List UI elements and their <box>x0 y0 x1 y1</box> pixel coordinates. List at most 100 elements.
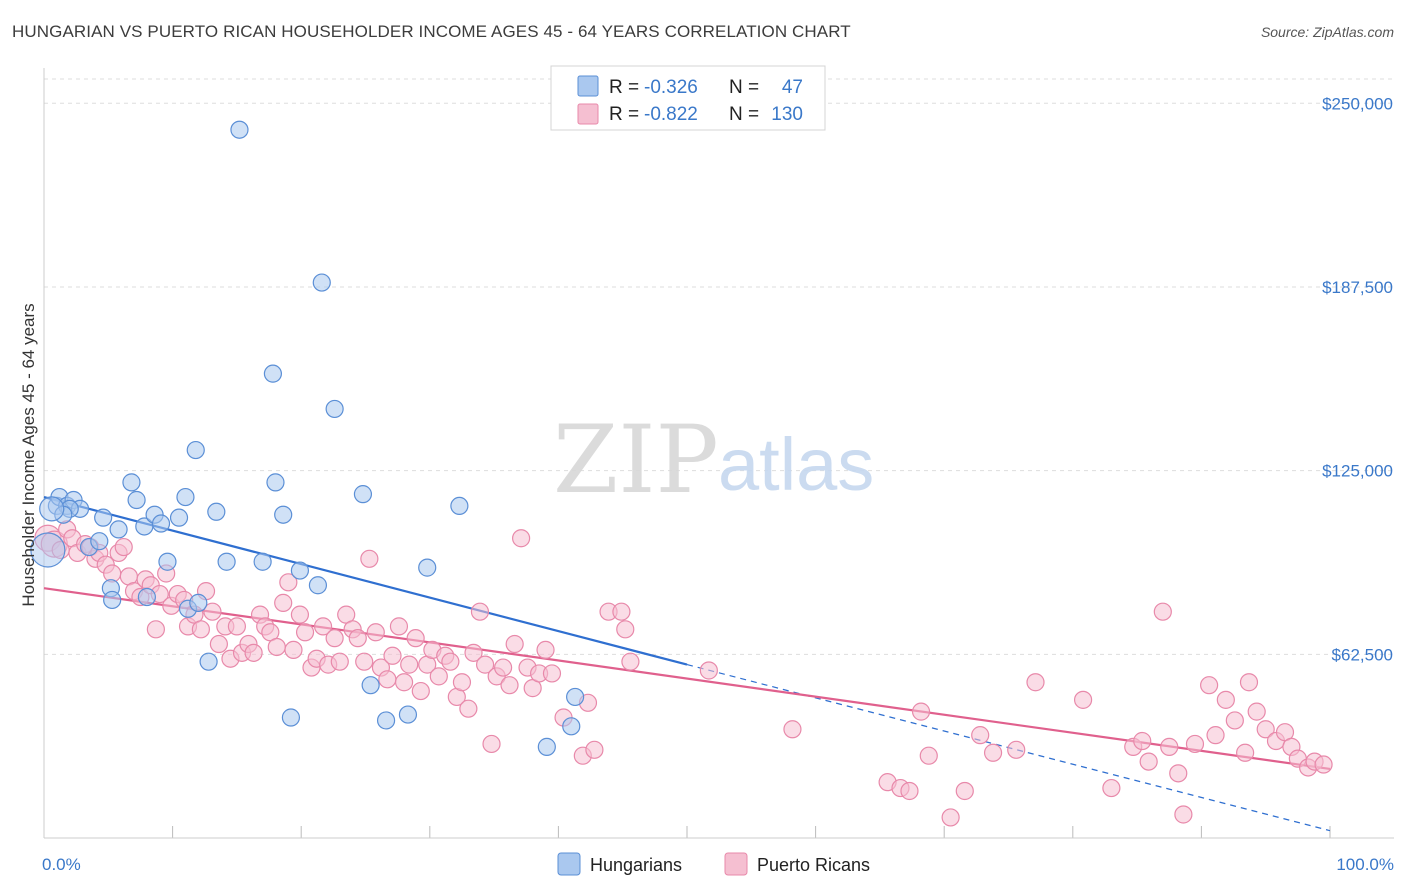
puerto-rican-point <box>191 620 210 639</box>
hungarian-point <box>176 487 195 507</box>
puerto-rican-point <box>971 726 990 745</box>
y-tick-label: $187,500 <box>1322 278 1393 297</box>
puerto-rican-point <box>1236 743 1255 762</box>
puerto-rican-point <box>295 623 315 642</box>
hungarian-point <box>151 514 171 533</box>
hungarian-point <box>361 676 380 695</box>
legend-r-label-1: R = <box>609 77 639 98</box>
hungarian-point <box>266 473 285 492</box>
bottom-legend-label-hungarians: Hungarians <box>590 855 682 875</box>
puerto-rican-point <box>1169 764 1188 783</box>
puerto-rican-point <box>536 640 555 660</box>
hungarian-point <box>450 496 469 516</box>
puerto-rican-point <box>1256 720 1275 739</box>
puerto-rican-point <box>429 667 448 686</box>
bottom-legend-swatch-hungarians <box>557 852 581 876</box>
puerto-rican-point <box>1247 702 1266 721</box>
puerto-rican-point <box>1153 602 1172 621</box>
hungarian-point <box>562 717 581 736</box>
puerto-rican-point <box>475 655 495 674</box>
hungarian-point <box>308 576 328 595</box>
puerto-rican-point <box>482 734 501 754</box>
puerto-rican-point <box>203 602 222 621</box>
legend-r-label-2: R = <box>609 104 639 125</box>
puerto-rican-point <box>1225 711 1244 730</box>
legend-swatch-hungarians <box>577 75 599 97</box>
puerto-rican-point <box>330 652 349 671</box>
puerto-rican-point <box>1206 726 1225 745</box>
puerto-rican-point <box>267 637 286 657</box>
puerto-rican-point <box>1239 673 1259 692</box>
puerto-rican-point <box>279 573 298 592</box>
y-tick-label: $250,000 <box>1322 94 1393 113</box>
puerto-rican-point <box>378 670 397 689</box>
watermark-atlas: atlas <box>718 423 874 506</box>
page-title: HUNGARIAN VS PUERTO RICAN HOUSEHOLDER IN… <box>12 22 851 41</box>
hungarian-point <box>90 532 109 551</box>
puerto-rican-point <box>505 634 524 654</box>
hungarian-point <box>537 737 556 756</box>
puerto-rican-point <box>348 629 367 648</box>
hungarian-point <box>230 120 249 139</box>
hungarian-point <box>158 552 177 571</box>
puerto-rican-point <box>919 746 938 765</box>
puerto-rican-point <box>389 617 409 636</box>
hungarian-point <box>186 440 205 460</box>
y-tick-label: $62,500 <box>1332 645 1393 664</box>
puerto-rican-point <box>452 673 472 692</box>
y-tick-label: $125,000 <box>1322 462 1393 481</box>
puerto-rican-point <box>313 617 333 636</box>
puerto-rican-point <box>114 537 133 557</box>
hungarian-point <box>290 561 310 580</box>
puerto-rican-point <box>366 623 385 642</box>
hungarian-point <box>253 552 272 571</box>
puerto-rican-point <box>470 602 490 621</box>
legend-r-value-1: -0.326 <box>644 77 698 98</box>
puerto-rican-point <box>1026 673 1045 692</box>
legend-n-value-2: 130 <box>771 104 803 125</box>
puerto-rican-point <box>585 740 604 759</box>
puerto-rican-point <box>1314 755 1333 774</box>
watermark-zip: ZIP <box>553 406 719 515</box>
puerto-rican-point <box>1139 752 1158 771</box>
puerto-rican-point <box>1174 805 1193 824</box>
hungarian-points <box>30 120 585 756</box>
hungarian-point <box>94 508 113 527</box>
hungarian-point <box>398 705 418 724</box>
hungarian-point <box>217 552 236 571</box>
hungarian-point <box>353 485 373 504</box>
puerto-rican-point <box>900 781 919 801</box>
puerto-rican-point <box>400 655 419 674</box>
puerto-rican-point <box>394 673 414 692</box>
bottom-legend: Hungarians Puerto Ricans <box>557 852 870 876</box>
puerto-rican-point <box>1133 731 1152 751</box>
top-legend: R = -0.326 N = 47 R = -0.822 N = 130 <box>550 65 826 131</box>
puerto-rican-point <box>1007 740 1026 759</box>
puerto-rican-point <box>699 661 718 680</box>
puerto-rican-point <box>244 643 263 662</box>
x-tick-label-end: 100.0% <box>1336 855 1394 874</box>
puerto-rican-point <box>500 676 519 695</box>
puerto-rican-point <box>494 658 513 677</box>
puerto-rican-point <box>612 602 631 621</box>
puerto-rican-point <box>1160 737 1179 756</box>
hungarian-point <box>189 593 208 612</box>
puerto-rican-point <box>406 629 425 648</box>
puerto-rican-point <box>1102 778 1121 798</box>
y-axis-label: Householder Income Ages 45 - 64 years <box>19 303 38 606</box>
puerto-rican-point <box>464 643 483 662</box>
hungarian-point <box>207 502 226 521</box>
hungarian-point <box>376 711 396 730</box>
legend-r-value-2: -0.822 <box>644 104 698 125</box>
puerto-rican-point <box>1200 676 1219 695</box>
puerto-rican-point <box>383 646 402 665</box>
hungarian-point <box>263 364 283 383</box>
puerto-rican-point <box>290 605 310 624</box>
watermark: ZIP atlas <box>553 406 874 515</box>
bottom-legend-label-puerto-ricans: Puerto Ricans <box>757 855 870 875</box>
puerto-rican-point <box>441 652 460 671</box>
bottom-legend-swatch-puerto-ricans <box>724 852 748 876</box>
source-note: Source: ZipAtlas.com <box>1260 24 1394 40</box>
hungarian-point <box>325 399 344 419</box>
